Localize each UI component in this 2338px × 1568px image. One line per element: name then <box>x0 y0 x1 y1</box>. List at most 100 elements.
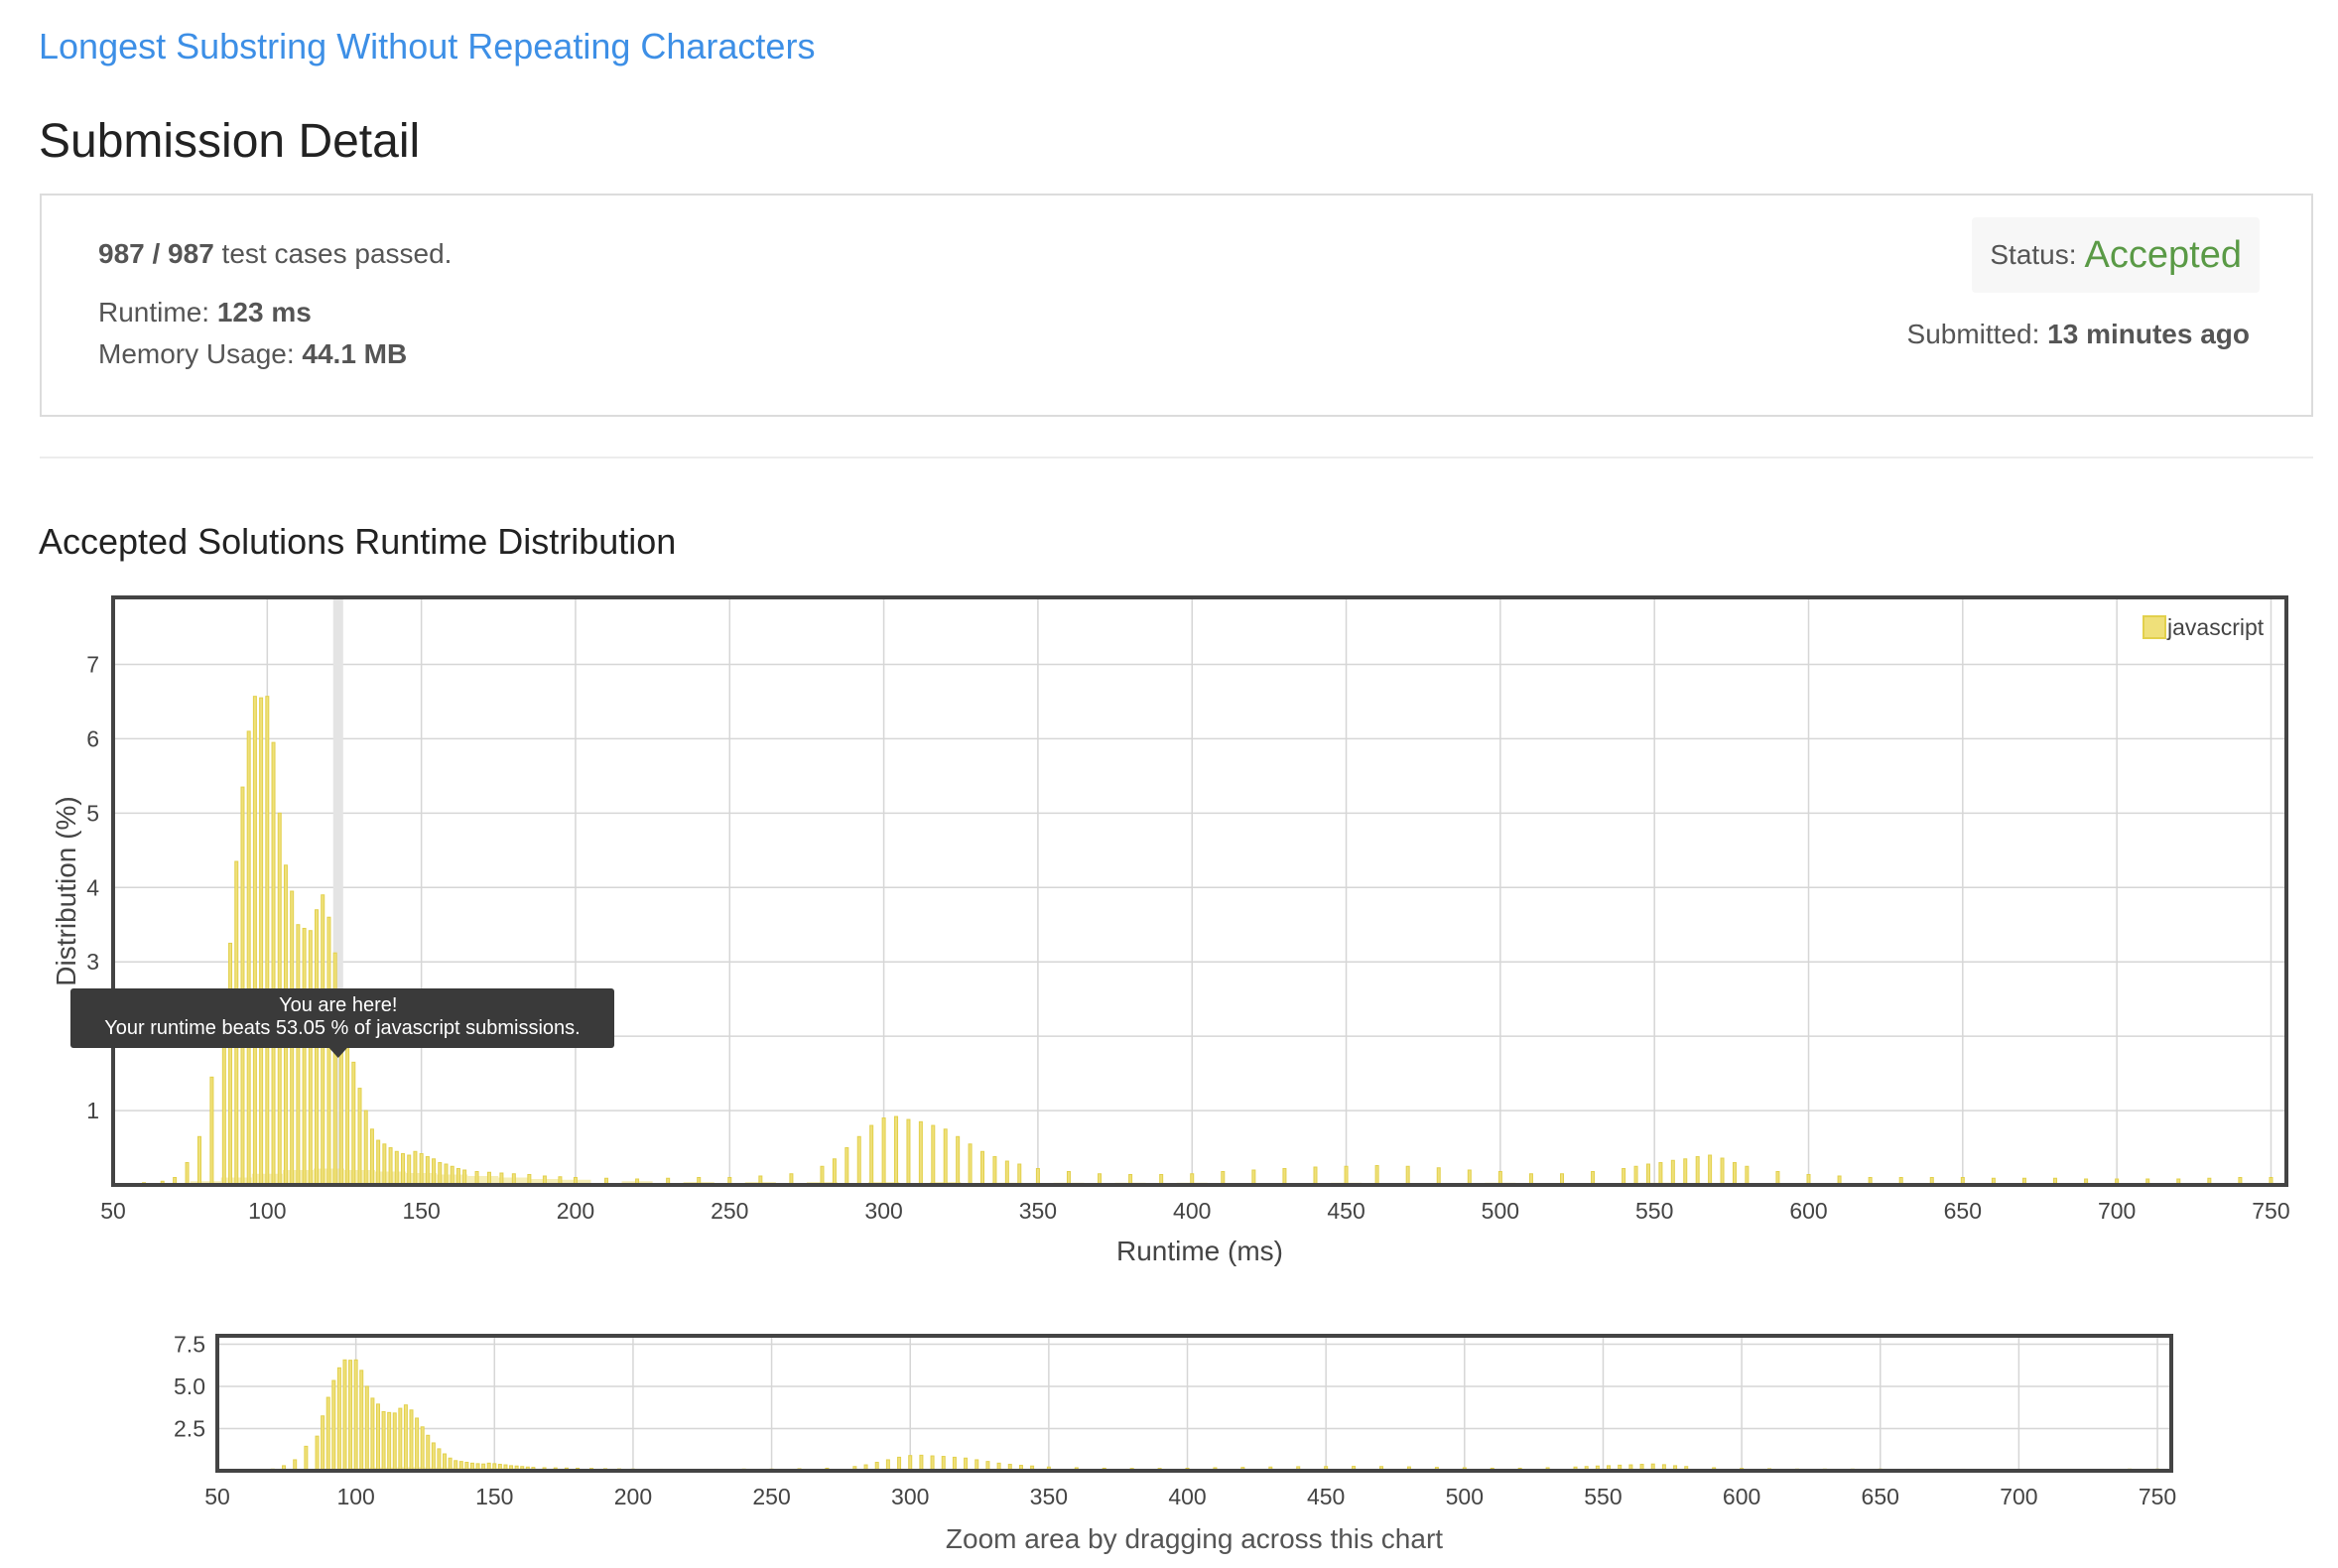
histogram-bar[interactable] <box>388 1147 393 1186</box>
histogram-bar[interactable] <box>331 1379 336 1472</box>
histogram-bar[interactable] <box>1745 1165 1750 1186</box>
histogram-bar[interactable] <box>832 1158 837 1186</box>
histogram-bar[interactable] <box>420 1426 425 1472</box>
histogram-bar[interactable] <box>1695 1156 1700 1186</box>
histogram-bar[interactable] <box>401 1153 405 1186</box>
histogram-bar[interactable] <box>1497 1171 1502 1186</box>
histogram-bar[interactable] <box>1670 1159 1675 1186</box>
histogram-bar[interactable] <box>908 1455 913 1472</box>
histogram-bar[interactable] <box>856 1135 861 1186</box>
histogram-bar[interactable] <box>357 1088 362 1186</box>
histogram-bar[interactable] <box>425 1156 430 1186</box>
histogram-bar[interactable] <box>450 1165 455 1186</box>
histogram-bar[interactable] <box>894 1115 899 1186</box>
chart-legend[interactable]: javascript <box>2143 614 2265 640</box>
histogram-bar[interactable] <box>246 730 251 1186</box>
histogram-bar[interactable] <box>392 1412 397 1472</box>
histogram-bar[interactable] <box>403 1404 408 1472</box>
histogram-bar[interactable] <box>407 1154 412 1186</box>
histogram-bar[interactable] <box>1591 1171 1596 1186</box>
histogram-bar[interactable] <box>426 1434 431 1472</box>
histogram-bar[interactable] <box>221 1031 226 1186</box>
histogram-bar[interactable] <box>1313 1166 1318 1186</box>
histogram-bar[interactable] <box>437 1448 442 1472</box>
runtime-distribution-chart[interactable]: 50 100 150 200 250 300 350 400 450 500 550 600 650 70… <box>0 586 2338 1280</box>
histogram-bar[interactable] <box>348 1360 353 1472</box>
histogram-bar[interactable] <box>1251 1169 1256 1186</box>
histogram-bar[interactable] <box>342 1359 347 1472</box>
histogram-bar[interactable] <box>930 1455 935 1472</box>
histogram-bar[interactable] <box>431 1442 436 1472</box>
histogram-bar[interactable] <box>992 1156 997 1186</box>
histogram-bar[interactable] <box>1282 1168 1287 1186</box>
histogram-bar[interactable] <box>325 1396 330 1472</box>
histogram-bar[interactable] <box>364 1385 369 1472</box>
histogram-bar[interactable] <box>432 1158 437 1186</box>
histogram-bar[interactable] <box>1467 1169 1472 1186</box>
histogram-bar[interactable] <box>474 1171 479 1186</box>
histogram-bar[interactable] <box>353 1359 358 1472</box>
histogram-bar[interactable] <box>1622 1168 1626 1186</box>
histogram-bar[interactable] <box>844 1147 849 1186</box>
histogram-bar[interactable] <box>419 1153 424 1186</box>
histogram-bar[interactable] <box>1035 1168 1040 1186</box>
histogram-bar[interactable] <box>1066 1171 1071 1186</box>
histogram-bar[interactable] <box>438 1162 443 1186</box>
histogram-bar[interactable] <box>1683 1158 1688 1186</box>
histogram-bar[interactable] <box>1004 1160 1009 1186</box>
histogram-bar[interactable] <box>375 1403 380 1472</box>
histogram-bar[interactable] <box>302 927 307 1186</box>
histogram-bar[interactable] <box>1645 1163 1650 1186</box>
histogram-bar[interactable] <box>196 1135 201 1186</box>
histogram-bar[interactable] <box>1658 1162 1663 1186</box>
histogram-bar[interactable] <box>228 942 233 1186</box>
histogram-bar[interactable] <box>443 1453 448 1472</box>
histogram-bar[interactable] <box>1405 1165 1410 1186</box>
histogram-bar[interactable] <box>332 952 337 1186</box>
histogram-bar[interactable] <box>359 1370 364 1472</box>
histogram-bar[interactable] <box>906 1118 911 1186</box>
histogram-bar[interactable] <box>919 1454 924 1472</box>
histogram-bar[interactable] <box>369 1128 374 1186</box>
histogram-bar[interactable] <box>409 1409 414 1472</box>
histogram-bar[interactable] <box>296 924 301 1186</box>
histogram-bar[interactable] <box>931 1124 936 1186</box>
histogram-bar[interactable] <box>1708 1154 1713 1186</box>
histogram-bar[interactable] <box>952 1456 957 1472</box>
histogram-bar[interactable] <box>1221 1171 1226 1186</box>
histogram-bar[interactable] <box>943 1128 948 1186</box>
histogram-bar[interactable] <box>259 697 264 1186</box>
histogram-bar[interactable] <box>941 1456 946 1472</box>
histogram-bar[interactable] <box>308 930 313 1186</box>
histogram-bar[interactable] <box>1720 1157 1725 1186</box>
histogram-bar[interactable] <box>381 1411 386 1472</box>
histogram-bar[interactable] <box>394 1150 399 1186</box>
histogram-bar[interactable] <box>968 1143 973 1186</box>
zoom-navigator-chart[interactable]: 50 100 150 200 250 300 350 400 450 500 550 600 650 70… <box>0 1320 2338 1568</box>
histogram-bar[interactable] <box>351 1061 356 1186</box>
histogram-bar[interactable] <box>376 1139 381 1186</box>
histogram-bar[interactable] <box>881 1117 886 1186</box>
histogram-bar[interactable] <box>1436 1167 1441 1186</box>
histogram-bar[interactable] <box>1017 1163 1022 1186</box>
histogram-bar[interactable] <box>1633 1165 1638 1186</box>
histogram-bar[interactable] <box>271 741 276 1186</box>
histogram-bar[interactable] <box>1344 1165 1349 1186</box>
histogram-bar[interactable] <box>956 1135 961 1186</box>
histogram-bar[interactable] <box>209 1076 214 1186</box>
histogram-bar[interactable] <box>462 1169 467 1186</box>
histogram-bar[interactable] <box>415 1417 420 1472</box>
histogram-bar[interactable] <box>326 916 331 1186</box>
histogram-bar[interactable] <box>1775 1171 1780 1186</box>
histogram-bar[interactable] <box>370 1397 375 1472</box>
histogram-bar[interactable] <box>240 786 245 1186</box>
histogram-bar[interactable] <box>413 1150 418 1186</box>
histogram-bar[interactable] <box>897 1456 902 1472</box>
histogram-bar[interactable] <box>918 1120 923 1186</box>
histogram-bar[interactable] <box>252 696 257 1186</box>
histogram-bar[interactable] <box>1732 1162 1737 1186</box>
histogram-bar[interactable] <box>315 1435 320 1472</box>
histogram-bar[interactable] <box>820 1165 825 1186</box>
histogram-bar[interactable] <box>321 1415 325 1472</box>
histogram-bar[interactable] <box>455 1168 460 1186</box>
